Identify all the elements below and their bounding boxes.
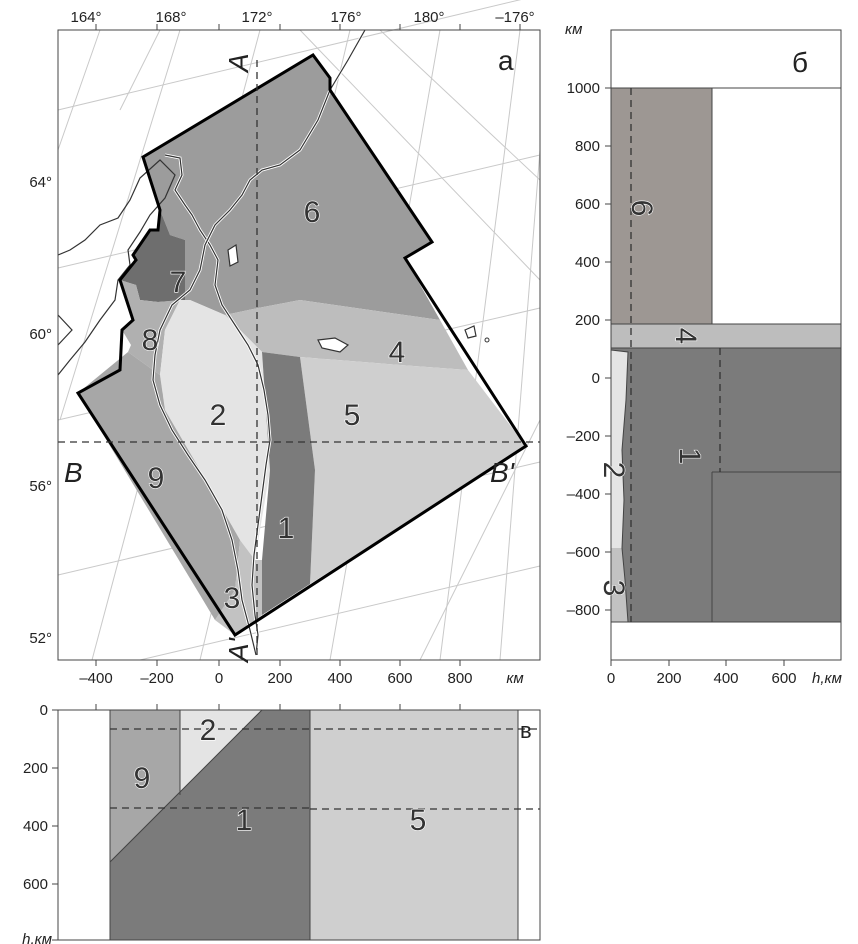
- zone-1-area: [262, 352, 315, 615]
- zone-7-area: [120, 210, 185, 302]
- zone-3-label: 3: [224, 582, 241, 615]
- zone-4-label: 4: [389, 336, 406, 369]
- zone-5-label: 5: [344, 399, 361, 432]
- lon-tick: 164°: [70, 9, 101, 26]
- lat-tick: 56°: [29, 478, 52, 495]
- section-b-x-tick: 0: [607, 670, 615, 687]
- panel-a-map: 164° 168° 172° 176° 180° –176° 64° 60° 5…: [29, 0, 541, 687]
- panel-c-section: 0 200 400 600 h,км в 2 9 1 5: [22, 702, 541, 944]
- section-b-y-tick: 200: [575, 312, 600, 329]
- section-b-x-tick: 600: [771, 670, 796, 687]
- section-b-zone-1-label: 1: [673, 448, 706, 465]
- zone-6-label: 6: [304, 196, 321, 229]
- region-outline: [75, 53, 529, 638]
- km-tick: 200: [267, 670, 292, 687]
- zone-8-label: 8: [142, 324, 159, 357]
- panel-b-section: км 1000 800 600 400 200 0 –200 –400 –600…: [565, 21, 842, 687]
- lat-tick: 64°: [29, 174, 52, 191]
- map-zones: [78, 55, 526, 635]
- zone-6-area: [143, 55, 440, 320]
- section-c-zone-1: [110, 710, 310, 940]
- section-b-zone-3-label: 3: [597, 580, 630, 597]
- section-c-y-tick: 400: [23, 818, 48, 835]
- section-b-zone-3: [611, 548, 628, 622]
- km-tick: 600: [387, 670, 412, 687]
- section-c-y-label: h,км: [22, 931, 52, 944]
- section-c-y-tick: 0: [40, 702, 48, 719]
- section-b-x-tick: 200: [656, 670, 681, 687]
- panel-c-label: в: [520, 718, 532, 743]
- section-a-prime-label: A': [223, 636, 254, 664]
- zone-9-label: 9: [148, 462, 165, 495]
- panel-b-label: б: [792, 47, 808, 78]
- section-b-y-tick: –200: [567, 428, 600, 445]
- section-b-x-label: h,км: [812, 670, 842, 687]
- section-b-zone-6: [611, 88, 712, 324]
- section-c-frame: [57, 709, 541, 941]
- section-b-y-tick: –600: [567, 544, 600, 561]
- section-b-zone-2-label: 2: [597, 462, 630, 479]
- section-b-zone-4-label: 4: [669, 328, 702, 345]
- map-frame: [57, 29, 541, 661]
- section-b-y-tick: –400: [567, 486, 600, 503]
- section-b-unit: км: [565, 21, 582, 38]
- km-tick: 0: [215, 670, 223, 687]
- section-c-zone-1-label: 1: [236, 804, 253, 837]
- km-tick: –200: [140, 670, 173, 687]
- zone-5-area: [300, 357, 526, 584]
- km-unit: км: [506, 670, 523, 687]
- section-b-zone-4: [611, 324, 841, 348]
- section-a-label: A: [223, 53, 254, 74]
- zone-7-label: 7: [170, 266, 187, 299]
- section-c-y-tick: 600: [23, 876, 48, 893]
- section-b-y-tick: 1000: [567, 80, 600, 97]
- section-b-y-tick: 0: [592, 370, 600, 387]
- km-tick: 800: [447, 670, 472, 687]
- section-b-y-tick: 400: [575, 254, 600, 271]
- zone-1-label: 1: [278, 512, 295, 545]
- section-b-zone-6-label: 6: [625, 200, 658, 217]
- section-c-zone-5: [310, 710, 518, 940]
- lon-tick: –176°: [495, 9, 534, 26]
- lat-tick: 52°: [29, 630, 52, 647]
- zone-8-area: [120, 280, 180, 375]
- zone-2-label: 2: [210, 399, 227, 432]
- section-b-prime-label: B': [490, 457, 516, 488]
- section-b-y-tick: 600: [575, 196, 600, 213]
- lon-tick: 180°: [413, 9, 444, 26]
- km-tick: 400: [327, 670, 352, 687]
- section-c-zone-9-label: 9: [134, 762, 151, 795]
- section-b-y-tick: 800: [575, 138, 600, 155]
- lon-tick: 176°: [330, 9, 361, 26]
- zone-2-area: [160, 300, 270, 560]
- zone-4-area: [225, 300, 468, 370]
- section-c-zone-2-label: 2: [200, 714, 217, 747]
- section-b-x-tick: 400: [713, 670, 738, 687]
- lat-tick: 60°: [29, 326, 52, 343]
- panel-a-label: а: [498, 45, 514, 76]
- zone-3-area: [215, 540, 262, 635]
- lon-tick: 172°: [241, 9, 272, 26]
- section-c-y-tick: 200: [23, 760, 48, 777]
- lon-tick: 168°: [155, 9, 186, 26]
- section-b-y-tick: –800: [567, 602, 600, 619]
- km-tick: –400: [79, 670, 112, 687]
- zone-9-area: [78, 352, 240, 620]
- section-b-label: B: [64, 457, 83, 488]
- map-coastline: [57, 29, 490, 656]
- section-b-zone-1: [611, 348, 841, 622]
- section-c-zone-5-label: 5: [410, 804, 427, 837]
